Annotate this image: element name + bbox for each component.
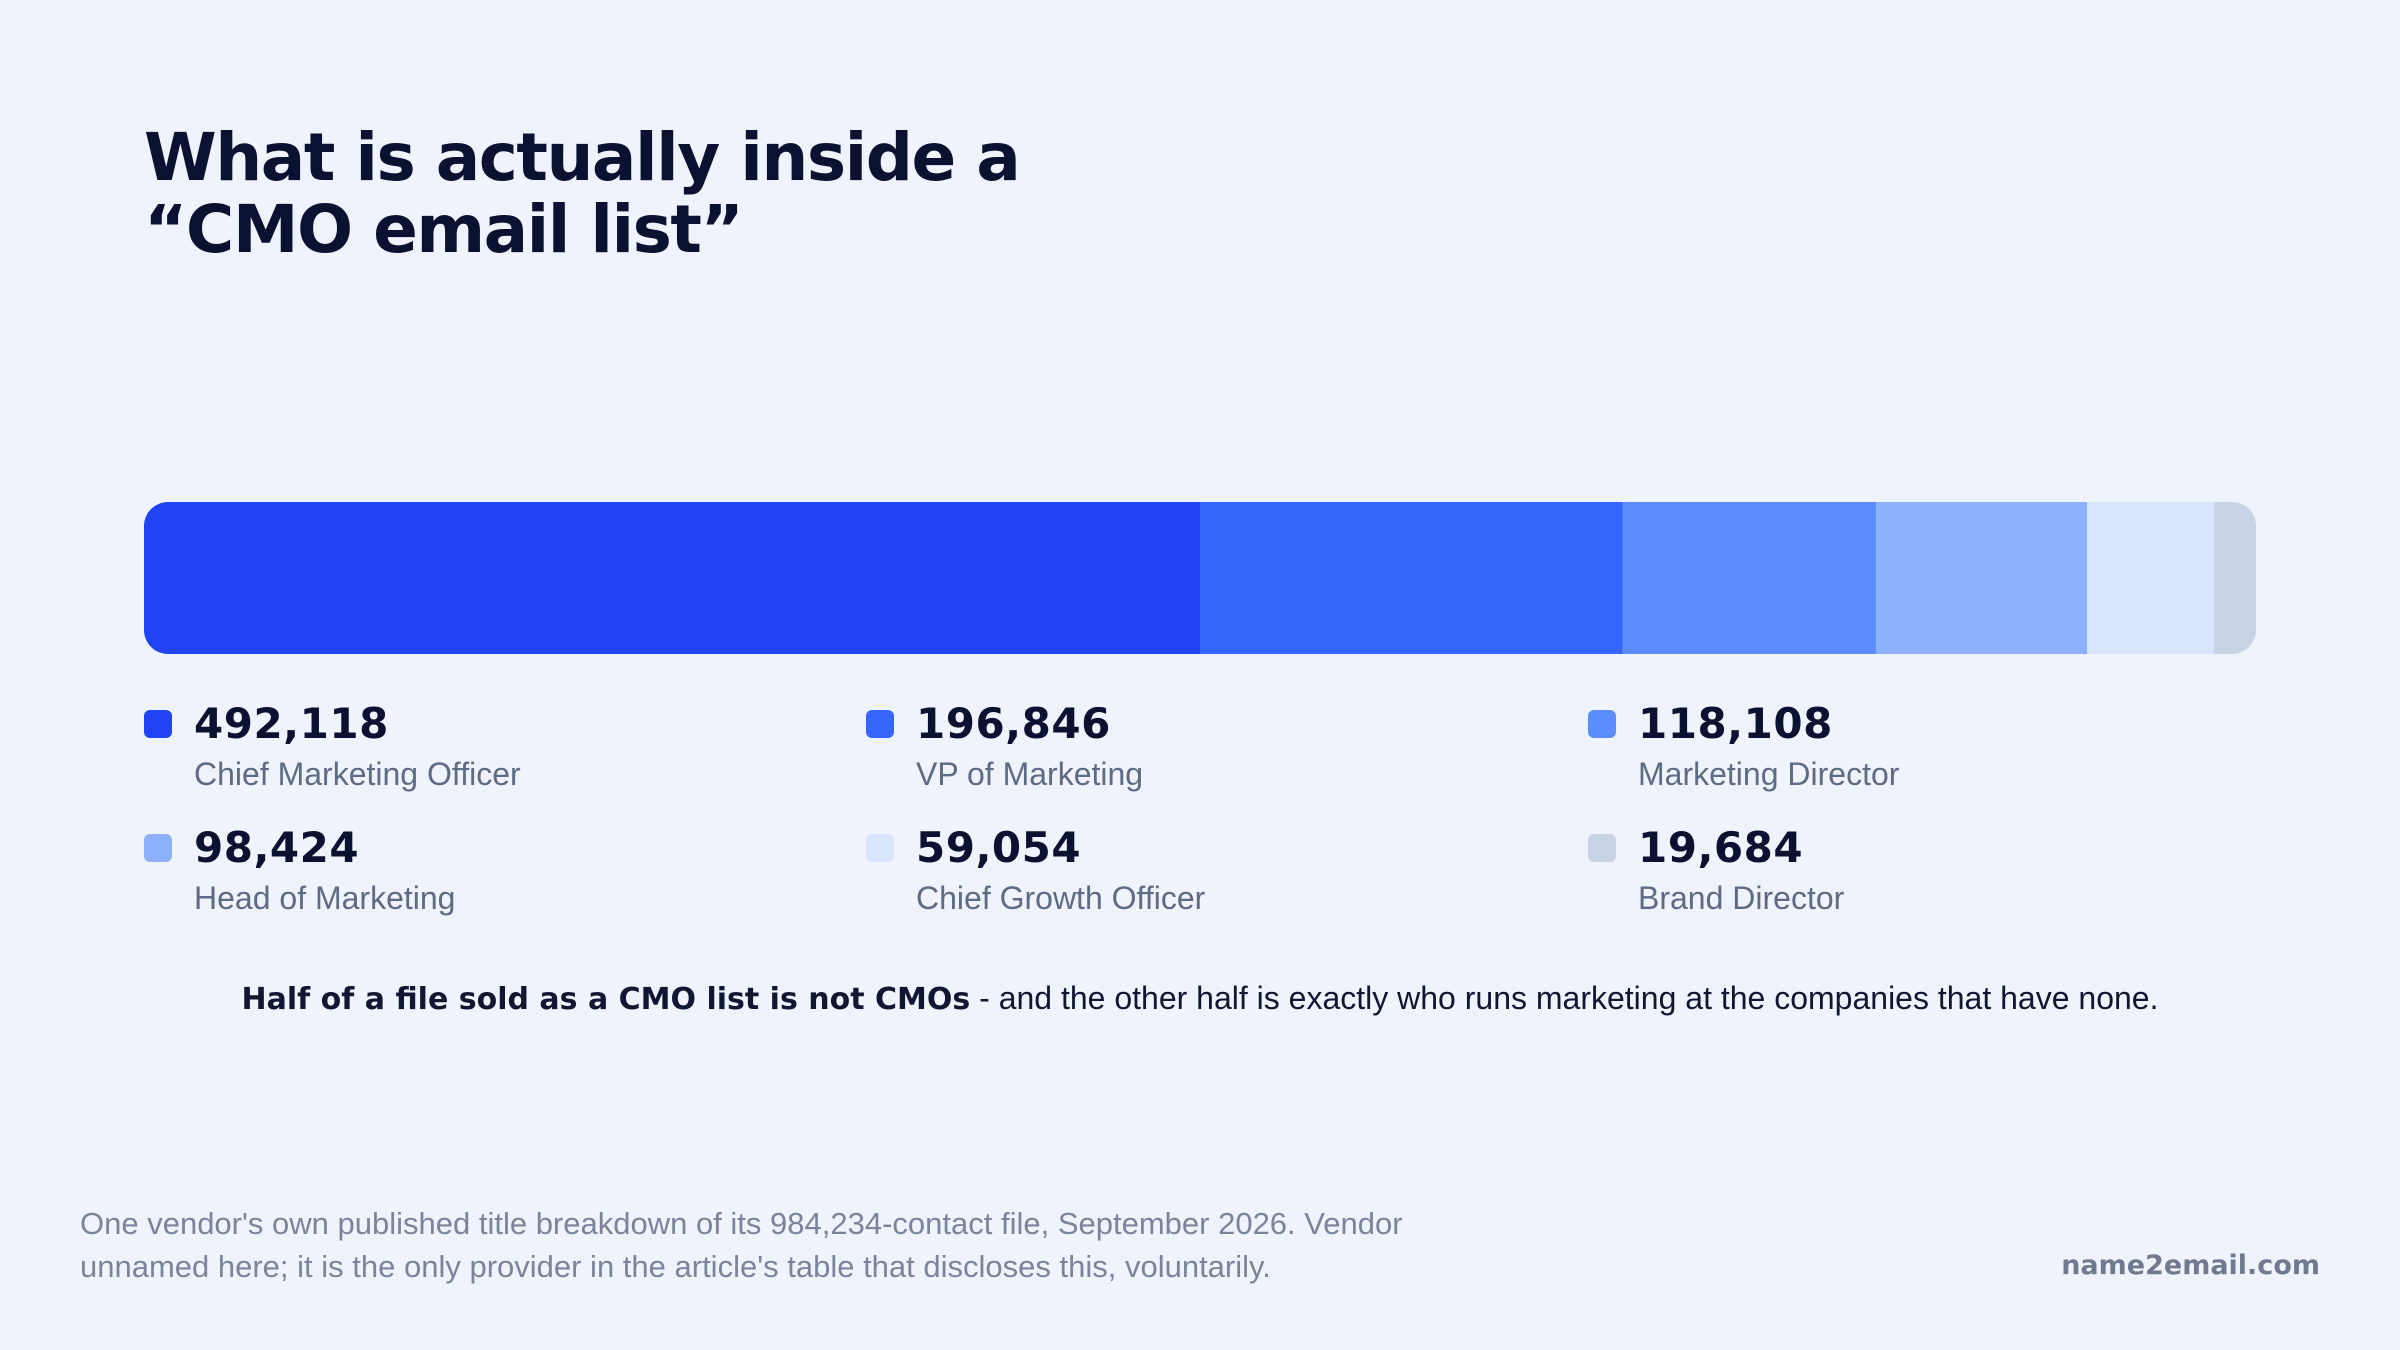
legend-item-1: 492,118 Chief Marketing Officer xyxy=(144,698,844,808)
bar-segment-4 xyxy=(1875,502,2088,654)
stacked-bar-chart xyxy=(144,502,2256,654)
bar-segment-3 xyxy=(1622,502,1877,654)
legend-item-6: 19,684 Brand Director xyxy=(1588,822,2288,932)
legend-item-3: 118,108 Marketing Director xyxy=(1588,698,2288,808)
legend-value: 492,118 xyxy=(194,699,389,748)
source-note: One vendor's own published title breakdo… xyxy=(80,1202,1480,1288)
chart-title: What is actually inside a “CMO email lis… xyxy=(144,122,1244,266)
legend-value: 59,054 xyxy=(916,823,1082,872)
annotation-text: - and the other half is exactly who runs… xyxy=(970,980,2159,1016)
legend-value: 196,846 xyxy=(916,699,1111,748)
legend-value: 118,108 xyxy=(1638,699,1833,748)
legend-label: VP of Marketing xyxy=(916,756,1144,792)
legend-value: 98,424 xyxy=(194,823,360,872)
legend-swatch xyxy=(144,834,172,862)
bar-segment-6 xyxy=(2213,502,2256,654)
legend-item-5: 59,054 Chief Growth Officer xyxy=(866,822,1566,932)
legend-item-4: 98,424 Head of Marketing xyxy=(144,822,844,932)
legend-label: Chief Marketing Officer xyxy=(194,756,521,792)
bar-segment-1 xyxy=(144,502,1201,654)
source-note-line-2: unnamed here; it is the only provider in… xyxy=(80,1249,1271,1284)
legend-label: Chief Growth Officer xyxy=(916,880,1206,916)
chart-title-line-2: “CMO email list” xyxy=(144,191,744,268)
legend-swatch xyxy=(1588,834,1616,862)
legend-label: Head of Marketing xyxy=(194,880,456,916)
legend-label: Marketing Director xyxy=(1638,756,1900,792)
legend-item-2: 196,846 VP of Marketing xyxy=(866,698,1566,808)
brand-link[interactable]: name2email.com xyxy=(2061,1250,2320,1281)
legend-swatch xyxy=(866,834,894,862)
bar-segment-5 xyxy=(2087,502,2215,654)
legend-swatch xyxy=(1588,710,1616,738)
annotation-emphasis: Half of a file sold as a CMO list is not… xyxy=(241,982,971,1017)
legend-label: Brand Director xyxy=(1638,880,1845,916)
legend-swatch xyxy=(144,710,172,738)
chart-legend: 492,118 Chief Marketing Officer 196,846 VP … xyxy=(144,698,2256,938)
chart-title-line-1: What is actually inside a xyxy=(144,119,1021,196)
legend-value: 19,684 xyxy=(1638,823,1804,872)
chart-annotation: Half of a file sold as a CMO list is not… xyxy=(0,976,2400,1022)
bar-segment-2 xyxy=(1200,502,1623,654)
legend-swatch xyxy=(866,710,894,738)
source-note-line-1: One vendor's own published title breakdo… xyxy=(80,1206,1403,1241)
